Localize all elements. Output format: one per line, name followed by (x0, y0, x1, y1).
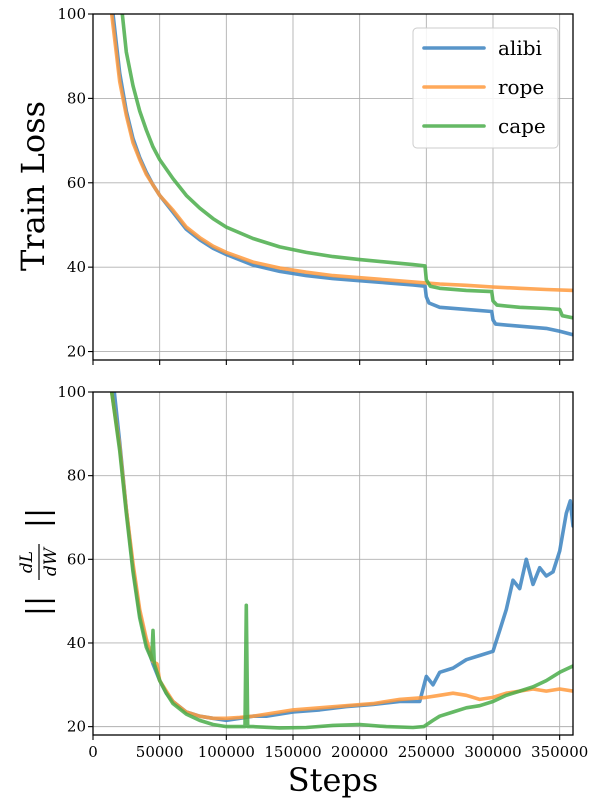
x-tick-label: 100000 (198, 743, 255, 761)
y-tick-label: 60 (67, 174, 86, 192)
y-tick-label: 60 (67, 550, 86, 568)
y-tick-label: 80 (67, 467, 86, 485)
y-tick-label: 80 (67, 89, 86, 107)
y-tick-label: 20 (67, 718, 86, 736)
x-tick-label: 200000 (331, 743, 388, 761)
norm-bar-left: || (21, 596, 56, 616)
fraction-denominator: dW (41, 546, 61, 576)
y-tick-label: 40 (67, 634, 86, 652)
gradient-norm-panel: 0 50000 100000 150000 200000 250000 300000 3500… (57, 383, 588, 761)
legend-label-cape: cape (498, 114, 546, 138)
y-tick-label: 100 (57, 5, 86, 23)
fraction-numerator: dL (17, 551, 37, 573)
norm-bar-right: || (21, 508, 56, 528)
series-line-rope (109, 14, 573, 293)
x-tick-label: 50000 (136, 743, 184, 761)
train-loss-axis-title: Train Loss (14, 101, 52, 271)
series-line-rope (109, 392, 573, 721)
legend-label-rope: rope (498, 75, 544, 99)
x-tick-label: 350000 (531, 743, 588, 761)
y-tick-label: 40 (67, 258, 86, 276)
gradient-norm-axis-title: || dL dW || (17, 508, 61, 616)
series-line-alibi (112, 392, 573, 723)
x-tick-label: 0 (88, 743, 98, 761)
x-tick-label: 300000 (464, 743, 521, 761)
y-tick-label: 100 (57, 383, 86, 401)
legend-box (412, 27, 559, 149)
steps-axis-title: Steps (288, 761, 379, 799)
series-line-cape (109, 392, 573, 730)
legend: alibi rope cape (412, 27, 559, 149)
x-tick-label: 250000 (398, 743, 455, 761)
plot-frame (92, 13, 574, 361)
series-line-cape (120, 14, 573, 320)
y-tick-label: 20 (67, 343, 86, 361)
plot-frame (92, 391, 574, 736)
legend-label-alibi: alibi (498, 36, 542, 60)
x-tick-label: 150000 (264, 743, 321, 761)
